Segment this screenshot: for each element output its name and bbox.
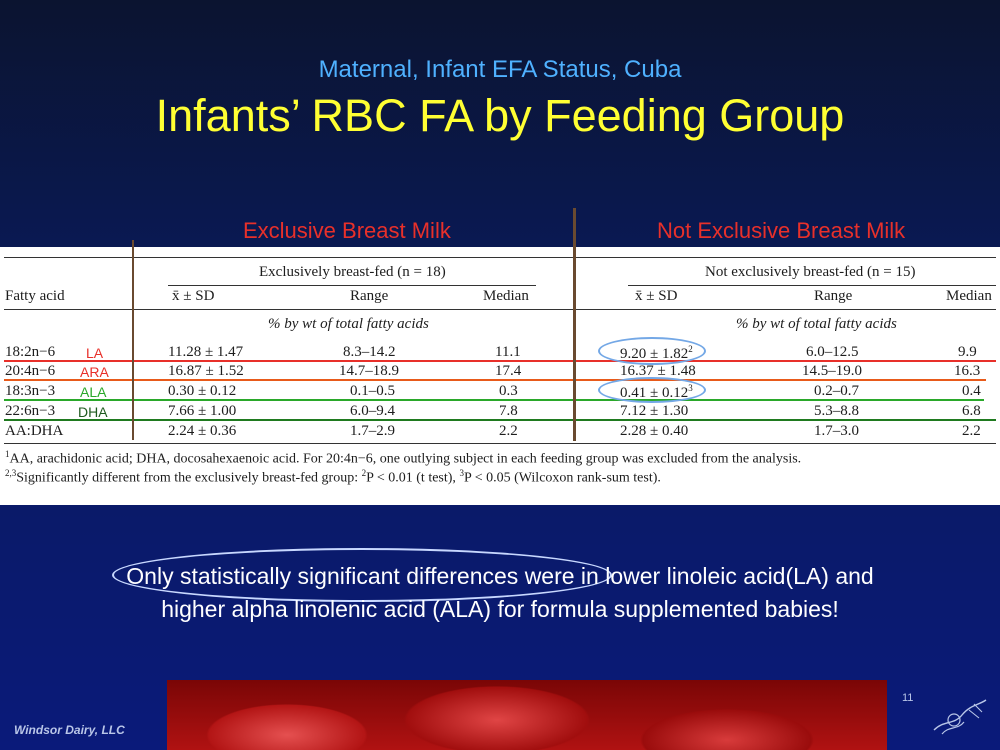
g2-median-header: Median — [946, 288, 992, 304]
row-aadha-g1-range: 1.7–2.9 — [350, 423, 395, 439]
row-ala-g1-mean: 0.30 ± 0.12 — [168, 383, 237, 399]
page-number: 11 — [902, 692, 914, 704]
row-la-g2-median: 9.9 — [958, 344, 977, 360]
slide-subtitle: Maternal, Infant EFA Status, Cuba — [318, 56, 682, 83]
company-name: Windsor Dairy, LLC — [14, 723, 125, 737]
la-row-line — [4, 360, 996, 362]
row-ala-g2-range: 0.2–0.7 — [814, 383, 859, 399]
fatty-acid-table: Exclusively breast-fed (n = 18) Not excl… — [0, 247, 1000, 505]
row-aadha-fatty-acid: AA:DHA — [5, 423, 64, 439]
footnote-1: 1AA, arachidonic acid; DHA, docosahexaen… — [5, 449, 802, 467]
left-divider — [132, 240, 134, 440]
row-ara-g1-mean: 16.87 ± 1.52 — [168, 363, 244, 379]
row-aadha-g2-median: 2.2 — [962, 423, 981, 439]
row-ara-g1-range: 14.7–18.9 — [339, 363, 399, 379]
row-ala-g1-range: 0.1–0.5 — [350, 383, 395, 399]
row-dha-tag: DHA — [78, 404, 108, 420]
la-significance-circle — [598, 337, 706, 365]
g1-range-header: Range — [350, 288, 389, 304]
group1-header: Exclusively breast-fed (n = 18) — [259, 264, 446, 280]
ara-row-line — [4, 379, 986, 381]
g2-mean-header: x̄ ± SD — [635, 288, 678, 304]
row-la-g1-median: 11.1 — [495, 344, 521, 360]
row-dha-g2-range: 5.3–8.8 — [814, 403, 859, 419]
row-dha-g2-mean: 7.12 ± 1.30 — [620, 403, 689, 419]
g2-range-header: Range — [814, 288, 853, 304]
row-dha-g2-median: 6.8 — [962, 403, 981, 419]
red-blood-cells-image — [167, 680, 887, 750]
g2-unit-label: % by wt of total fatty acids — [736, 316, 897, 332]
row-ara-g2-mean: 16.37 ± 1.48 — [620, 363, 696, 379]
row-dha-g1-range: 6.0–9.4 — [350, 403, 395, 419]
row-dha-g1-median: 7.8 — [499, 403, 518, 419]
footnote-2: 2,3Significantly different from the excl… — [5, 468, 661, 486]
sketch-logo-icon — [933, 699, 987, 735]
g1-median-header: Median — [483, 288, 529, 304]
row-aadha-g1-median: 2.2 — [499, 423, 518, 439]
row-la-g1-mean: 11.28 ± 1.47 — [168, 344, 244, 360]
group-label-exclusive: Exclusive Breast Milk — [243, 218, 451, 243]
row-ala-tag: ALA — [80, 384, 107, 400]
row-la-g1-range: 8.3–14.2 — [343, 344, 396, 360]
conclusion-text: Only statistically significant differenc… — [126, 563, 874, 622]
row-aadha-g2-mean: 2.28 ± 0.40 — [620, 423, 689, 439]
group2-header: Not exclusively breast-fed (n = 15) — [705, 264, 916, 280]
row-ala-g1-median: 0.3 — [499, 383, 518, 399]
ala-row-line — [4, 399, 984, 401]
row-ara-fatty-acid: 20:4n−6 — [5, 363, 56, 379]
row-dha-g1-mean: 7.66 ± 1.00 — [168, 403, 237, 419]
row-dha-fatty-acid: 22:6n−3 — [5, 403, 56, 419]
row-la-fatty-acid: 18:2n−6 — [5, 344, 56, 360]
row-ara-tag: ARA — [80, 364, 109, 380]
group-divider — [573, 208, 576, 441]
g1-mean-header: x̄ ± SD — [172, 288, 215, 304]
slide-title: Infants’ RBC FA by Feeding Group — [155, 90, 845, 141]
row-aadha-g2-range: 1.7–3.0 — [814, 423, 859, 439]
row-la-tag: LA — [86, 345, 104, 361]
dha-row-line — [4, 419, 996, 421]
row-ara-g1-median: 17.4 — [495, 363, 522, 379]
row-ala-g2-median: 0.4 — [962, 383, 981, 399]
row-la-g2-range: 6.0–12.5 — [806, 344, 859, 360]
fatty-acid-column-header: Fatty acid — [5, 288, 65, 304]
g1-unit-label: % by wt of total fatty acids — [268, 316, 429, 332]
row-ara-g2-range: 14.5–19.0 — [802, 363, 862, 379]
row-aadha-g1-mean: 2.24 ± 0.36 — [168, 423, 237, 439]
group-label-not-exclusive: Not Exclusive Breast Milk — [657, 218, 906, 243]
row-ala-fatty-acid: 18:3n−3 — [5, 383, 56, 399]
ala-significance-circle — [598, 377, 706, 403]
row-ara-g2-median: 16.3 — [954, 363, 981, 379]
conclusion-highlight-ellipse — [112, 548, 612, 602]
